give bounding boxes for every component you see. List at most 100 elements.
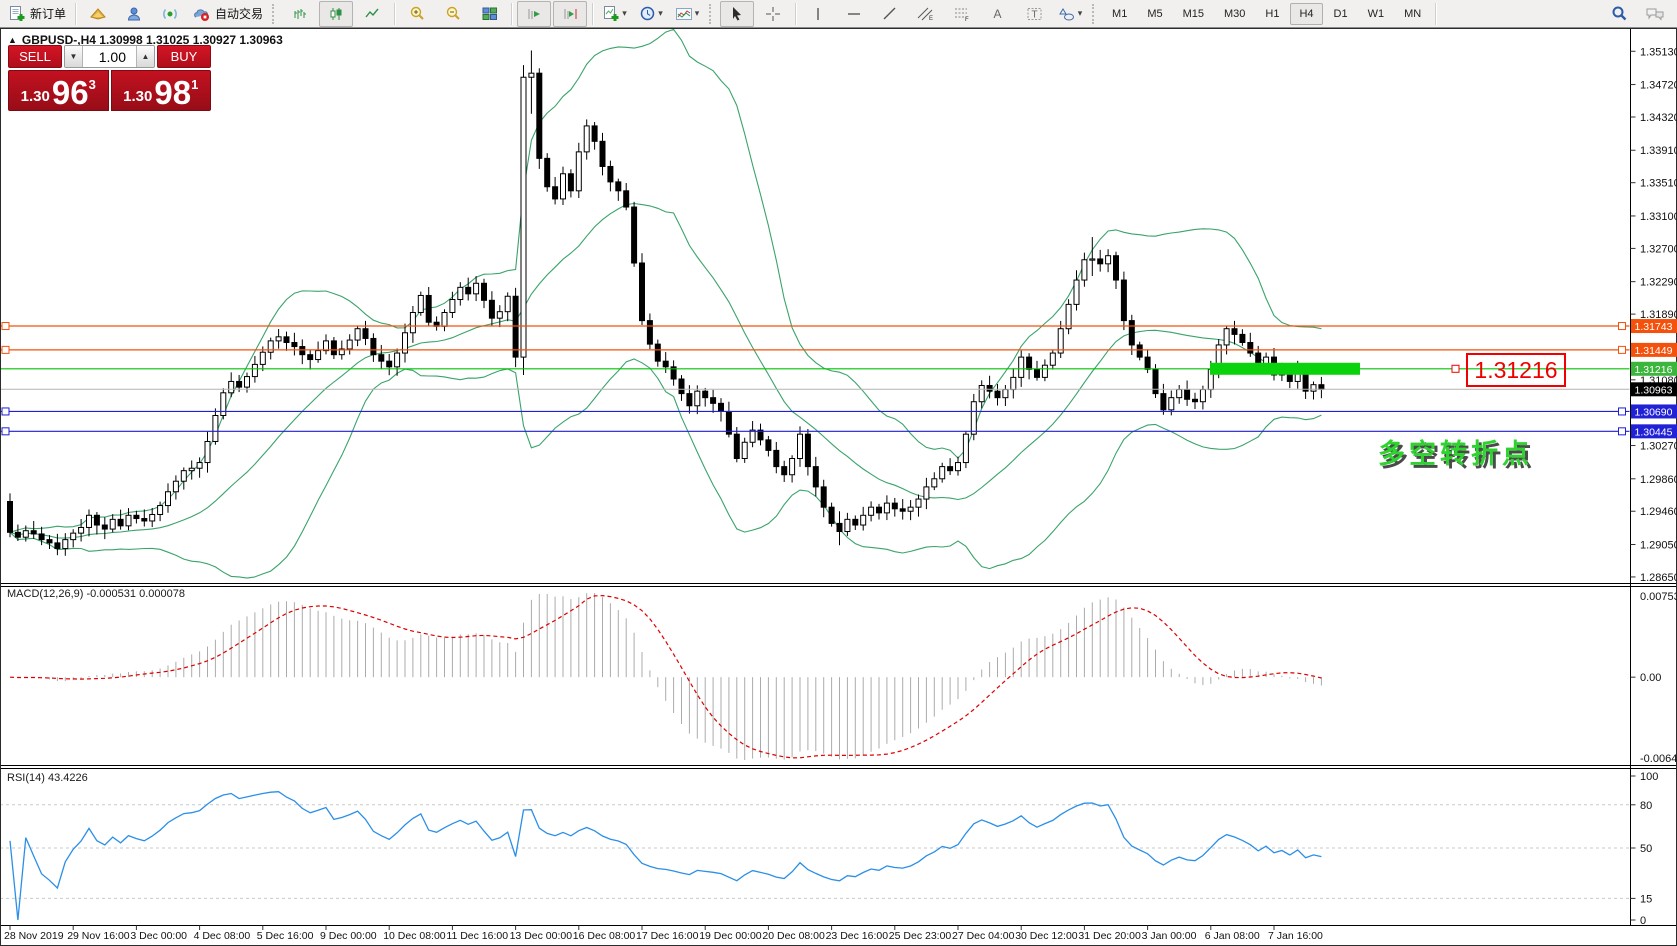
text-tool-button[interactable]: A (981, 1, 1015, 27)
timeframe-button-m5[interactable]: M5 (1147, 7, 1163, 20)
zoom-out-button[interactable] (436, 1, 470, 27)
tile-windows-button[interactable] (472, 1, 506, 27)
chart-window[interactable]: ▲ GBPUSD-,H4 1.30998 1.31025 1.30927 1.3… (0, 28, 1677, 946)
new-order-icon (10, 6, 25, 21)
horizontal-line-icon (848, 12, 861, 15)
timeframe-button-mn[interactable]: MN (1404, 7, 1422, 20)
metaeditor-button[interactable] (81, 1, 115, 27)
toolbar-drag-handle[interactable] (709, 3, 715, 24)
new-chart-button[interactable]: ▾ (598, 1, 632, 27)
sell-price-button[interactable]: 1.30 96 3 (8, 70, 109, 111)
crosshair-tool-button[interactable] (756, 1, 790, 27)
volume-increase-button[interactable]: ▲ (136, 46, 154, 67)
fibonacci-tool-button[interactable]: F (945, 1, 979, 27)
bearish-candle (544, 157, 551, 188)
bearish-candle (1184, 389, 1191, 400)
autoscroll-button[interactable] (517, 0, 552, 27)
new-chart-dropdown-caret[interactable]: ▾ (622, 8, 627, 18)
toolbar-drag-handle[interactable] (1092, 3, 1098, 24)
new-order-button[interactable]: 新订单 (5, 1, 70, 27)
timeframe-button-d1[interactable]: D1 (1333, 7, 1348, 20)
rsi-axis-label: 0 (1640, 915, 1646, 927)
buy-price-main: 98 (154, 73, 192, 111)
cursor-tool-button[interactable] (720, 0, 755, 27)
bearish-candle (670, 366, 677, 380)
annotation-anchor-handle[interactable] (1451, 364, 1460, 373)
indicators-button[interactable]: ▾ (670, 1, 704, 27)
vertical-line-tool-button[interactable] (801, 1, 835, 27)
search-button[interactable] (1602, 1, 1636, 27)
bearish-candle (386, 360, 393, 368)
bullish-candle (844, 518, 851, 533)
volume-input[interactable]: 1.00 (98, 48, 126, 65)
volume-decrease-button[interactable]: ▼ (65, 46, 83, 67)
search-icon (1612, 6, 1626, 21)
community-chat-button[interactable] (1638, 1, 1672, 27)
bullish-candle (915, 498, 922, 508)
bearish-candle (1239, 333, 1246, 344)
toolbar-drag-handle[interactable] (272, 3, 278, 24)
periodicity-dropdown-caret[interactable]: ▾ (658, 8, 663, 18)
autotrading-button[interactable]: 自动交易 (189, 1, 267, 27)
text-icon: A (994, 7, 1002, 21)
broadcast-button[interactable] (153, 1, 187, 27)
timeframe-button-m30[interactable]: M30 (1224, 7, 1246, 20)
price-badge (1631, 361, 1677, 376)
bearish-candle (1160, 393, 1167, 411)
line-handle[interactable] (1, 345, 10, 354)
line-handle[interactable] (1618, 345, 1626, 354)
bullish-candle (528, 72, 535, 78)
bar-chart-button[interactable] (283, 1, 317, 27)
macd-label: MACD(12,26,9) -0.000531 0.000078 (7, 588, 185, 600)
macd-axis-zero: 0.00 (1640, 672, 1661, 684)
line-handle[interactable] (1618, 322, 1626, 331)
price-tick-label: 1.28650 (1640, 572, 1677, 584)
line-chart-button[interactable] (355, 1, 389, 27)
buy-price-button[interactable]: 1.30 98 1 (110, 70, 211, 111)
channel-tool-button[interactable]: E (909, 1, 943, 27)
periodicity-button[interactable]: ▾ (634, 1, 668, 27)
trendline-tool-button[interactable] (873, 1, 907, 27)
broadcast-icon (163, 8, 177, 19)
chart-canvas[interactable]: 1.35130 1.34720 1.34320 1.33910 1.33510 1.331… (0, 28, 1677, 946)
sell-button[interactable]: SELL (8, 45, 62, 68)
shapes-dropdown-caret[interactable]: ▾ (1077, 8, 1083, 18)
bullish-candle (473, 282, 480, 295)
timeframe-button-h4[interactable]: H4 (1290, 2, 1323, 25)
line-handle[interactable] (1, 407, 10, 416)
turning-point-note[interactable]: 多空转折点 (1378, 439, 1533, 469)
candlestick-chart-button[interactable] (319, 0, 354, 27)
timeframe-toolbar: M1 M5 M15 M30 H1 H4 D1 W1 MN (1102, 2, 1431, 25)
text-label-tool-button[interactable]: T (1017, 1, 1051, 27)
bullish-candle (939, 466, 946, 480)
price-tick-label: 1.29860 (1640, 474, 1677, 486)
separator (394, 2, 396, 25)
profile-button[interactable] (117, 1, 151, 27)
time-axis-label: 23 Dec 16:00 (826, 930, 889, 942)
bearish-candle (733, 433, 740, 460)
line-handle[interactable] (1, 427, 10, 436)
bullish-candle (188, 467, 195, 472)
indicators-dropdown-caret[interactable]: ▾ (694, 8, 700, 18)
turning-zone-bar[interactable] (1210, 362, 1360, 375)
timeframe-button-m15[interactable]: M15 (1182, 7, 1204, 20)
bullish-candle (180, 470, 187, 482)
zoom-in-button[interactable] (400, 1, 434, 27)
shapes-tool-button[interactable]: ▾ (1053, 1, 1087, 27)
time-axis[interactable]: 28 Nov 2019 29 Nov 16:00 3 Dec 00:00 4 Dec … (4, 925, 1323, 943)
timeframe-button-w1[interactable]: W1 (1367, 7, 1385, 20)
line-handle[interactable] (1618, 407, 1626, 416)
timeframe-button-m1[interactable]: M1 (1112, 7, 1128, 20)
line-handle[interactable] (1, 322, 10, 331)
bearish-candle (1120, 279, 1127, 322)
timeframe-button-h1[interactable]: H1 (1265, 7, 1280, 20)
buy-button[interactable]: BUY (157, 45, 211, 68)
chart-shift-button[interactable] (553, 0, 588, 27)
bearish-candle (836, 522, 843, 533)
horizontal-line-tool-button[interactable] (837, 1, 871, 27)
price-badge-label: 1.30963 (1635, 384, 1673, 396)
line-handle[interactable] (1618, 427, 1626, 436)
price-annotation-box[interactable]: 1.31216 (1466, 353, 1566, 387)
bearish-candle (654, 343, 661, 362)
horizontal-line-objects[interactable] (0, 322, 1630, 436)
